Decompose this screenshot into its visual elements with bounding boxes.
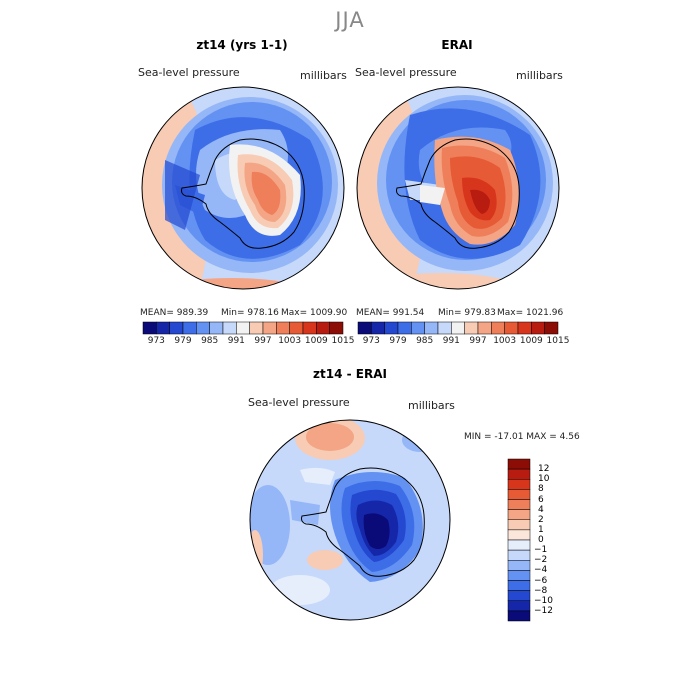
colorbar-diff-tick-label: 12: [538, 464, 550, 475]
colorbar-diff-tick-label: 10: [538, 474, 550, 485]
figure-title: JJA: [335, 8, 365, 32]
min-label-obs: Min= 979.83: [438, 308, 496, 318]
colorbar-diff-swatch: [507, 560, 531, 571]
colorbar-model-tick-label: 991: [227, 336, 245, 346]
colorbar-obs-tick-label: 979: [389, 336, 407, 346]
panel-title-obs: ERAI: [441, 38, 473, 52]
colorbar-diff-tick-label: −12: [534, 605, 553, 616]
colorbar-model-tick-label: 985: [201, 336, 219, 346]
diff-minmax-label: MIN = -17.01 MAX = 4.56: [464, 432, 580, 442]
colorbar-diff-swatch: [507, 458, 531, 470]
colorbar-labels-diff: 12 10 8 6 4 2 1 0 −1 −2 −4 −6 −8 −10 −12: [534, 459, 568, 621]
max-label-obs: Max= 1021.96: [497, 308, 564, 318]
colorbar-diff-tick-label: 4: [538, 504, 544, 515]
diff-variable-label: Sea-level pressure: [248, 396, 350, 409]
colorbar-model: [142, 321, 344, 335]
colorbar-diff-tick-label: −6: [534, 575, 548, 586]
diff-panel-title: zt14 - ERAI: [313, 367, 387, 381]
colorbar-model-tick-label: 973: [147, 336, 165, 346]
colorbar-diff-tick-label: −10: [534, 595, 553, 606]
colorbar-obs: [357, 321, 559, 335]
colorbar-diff-tick-label: −4: [534, 565, 548, 576]
colorbar-obs-tick-label: 1009: [519, 336, 543, 346]
colorbar-diff-tick-label: −2: [534, 555, 548, 566]
colorbar-obs-tick-label: 1015: [546, 336, 570, 346]
mean-label-model: MEAN= 989.39: [140, 308, 209, 318]
colorbar-model-tick-label: 1015: [331, 336, 355, 346]
colorbar-diff-swatch: [507, 600, 531, 612]
colorbar-diff-tick-label: 0: [538, 535, 544, 545]
colorbar-diff-swatch: [507, 468, 531, 480]
units-label-model: millibars: [300, 69, 347, 82]
diff-units-label: millibars: [408, 399, 455, 412]
colorbar-diff-swatch: [507, 580, 531, 591]
colorbar-model-tick-label: 1009: [304, 336, 328, 346]
panel-title-model: zt14 (yrs 1-1): [196, 38, 288, 52]
colorbar-obs-tick-label: 985: [416, 336, 434, 346]
variable-label-model: Sea-level pressure: [138, 66, 240, 79]
colorbar-obs-tick-label: 1003: [493, 336, 517, 346]
mean-label-obs: MEAN= 991.54: [356, 308, 425, 318]
colorbar-diff-swatch: [507, 610, 531, 622]
colorbar-diff-tick-label: 1: [538, 524, 544, 535]
colorbar-diff-tick-label: −1: [534, 545, 548, 556]
colorbar-obs-tick-label: 973: [362, 336, 380, 346]
colorbar-obs-tick-label: 991: [442, 336, 460, 346]
colorbar-model-tick-label: 979: [174, 336, 192, 346]
min-label-model: Min= 978.16: [221, 308, 279, 318]
colorbar-diff-tick-label: 2: [538, 514, 544, 525]
colorbar-model-tick-label: 997: [254, 336, 272, 346]
colorbar-obs-swatch: [544, 321, 559, 335]
colorbar-diff-swatch: [507, 479, 531, 490]
variable-label-obs: Sea-level pressure: [355, 66, 457, 79]
colorbar-diff: [507, 458, 531, 622]
colorbar-diff-swatch: [507, 529, 531, 541]
colorbar-diff-swatch: [507, 499, 531, 510]
colorbar-model-tick-label: 1003: [278, 336, 302, 346]
colorbar-diff-swatch: [507, 519, 531, 531]
colorbar-diff-tick-label: 6: [538, 494, 544, 505]
colorbar-model-swatch: [329, 321, 344, 335]
colorbar-diff-swatch: [507, 549, 531, 561]
colorbar-diff-swatch: [507, 509, 531, 520]
colorbar-diff-swatch: [507, 590, 531, 601]
colorbar-diff-swatch: [507, 539, 531, 551]
colorbar-diff-tick-label: −8: [534, 585, 548, 596]
colorbar-diff-tick-label: 8: [538, 484, 544, 495]
colorbar-obs-tick-label: 997: [469, 336, 487, 346]
colorbar-diff-swatch: [507, 570, 531, 581]
max-label-model: Max= 1009.90: [281, 308, 348, 318]
units-label-obs: millibars: [516, 69, 563, 82]
colorbar-diff-swatch: [507, 489, 531, 500]
